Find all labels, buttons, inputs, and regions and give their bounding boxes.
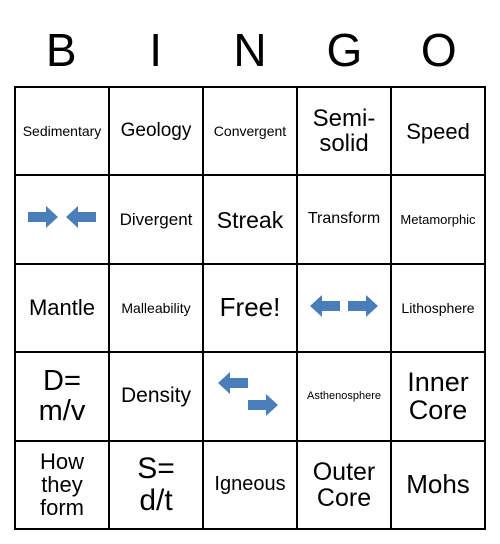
bingo-cell: Geology: [110, 88, 204, 176]
bingo-cell: S= d/t: [110, 442, 204, 530]
bingo-card: BINGO SedimentaryGeologyConvergentSemi- …: [14, 14, 486, 530]
bingo-cell: Asthenosphere: [298, 353, 392, 441]
bingo-cell: Transform: [298, 176, 392, 264]
bingo-grid: SedimentaryGeologyConvergentSemi- solidS…: [14, 86, 486, 530]
header-letter: O: [392, 14, 486, 86]
bingo-cell: Free!: [204, 265, 298, 353]
bingo-cell: Density: [110, 353, 204, 441]
bingo-cell: Speed: [392, 88, 486, 176]
bingo-cell: Metamorphic: [392, 176, 486, 264]
bingo-cell: D= m/v: [16, 353, 110, 441]
bingo-cell: Malleability: [110, 265, 204, 353]
bingo-cell: Igneous: [204, 442, 298, 530]
arrows-out-icon: [308, 294, 380, 323]
bingo-cell: [16, 176, 110, 264]
header-letter: N: [203, 14, 297, 86]
bingo-cell: Outer Core: [298, 442, 392, 530]
arrows-transform-icon: [214, 371, 286, 422]
bingo-cell: Inner Core: [392, 353, 486, 441]
bingo-cell: Convergent: [204, 88, 298, 176]
bingo-cell: Divergent: [110, 176, 204, 264]
bingo-cell: Sedimentary: [16, 88, 110, 176]
bingo-cell: Mohs: [392, 442, 486, 530]
bingo-cell: How they form: [16, 442, 110, 530]
arrows-in-icon: [26, 205, 98, 234]
bingo-cell: Semi- solid: [298, 88, 392, 176]
header-letter: G: [297, 14, 391, 86]
bingo-header: BINGO: [14, 14, 486, 86]
header-letter: I: [108, 14, 202, 86]
header-letter: B: [14, 14, 108, 86]
bingo-cell: [298, 265, 392, 353]
bingo-cell: Lithosphere: [392, 265, 486, 353]
bingo-cell: Streak: [204, 176, 298, 264]
bingo-cell: Mantle: [16, 265, 110, 353]
bingo-cell: [204, 353, 298, 441]
